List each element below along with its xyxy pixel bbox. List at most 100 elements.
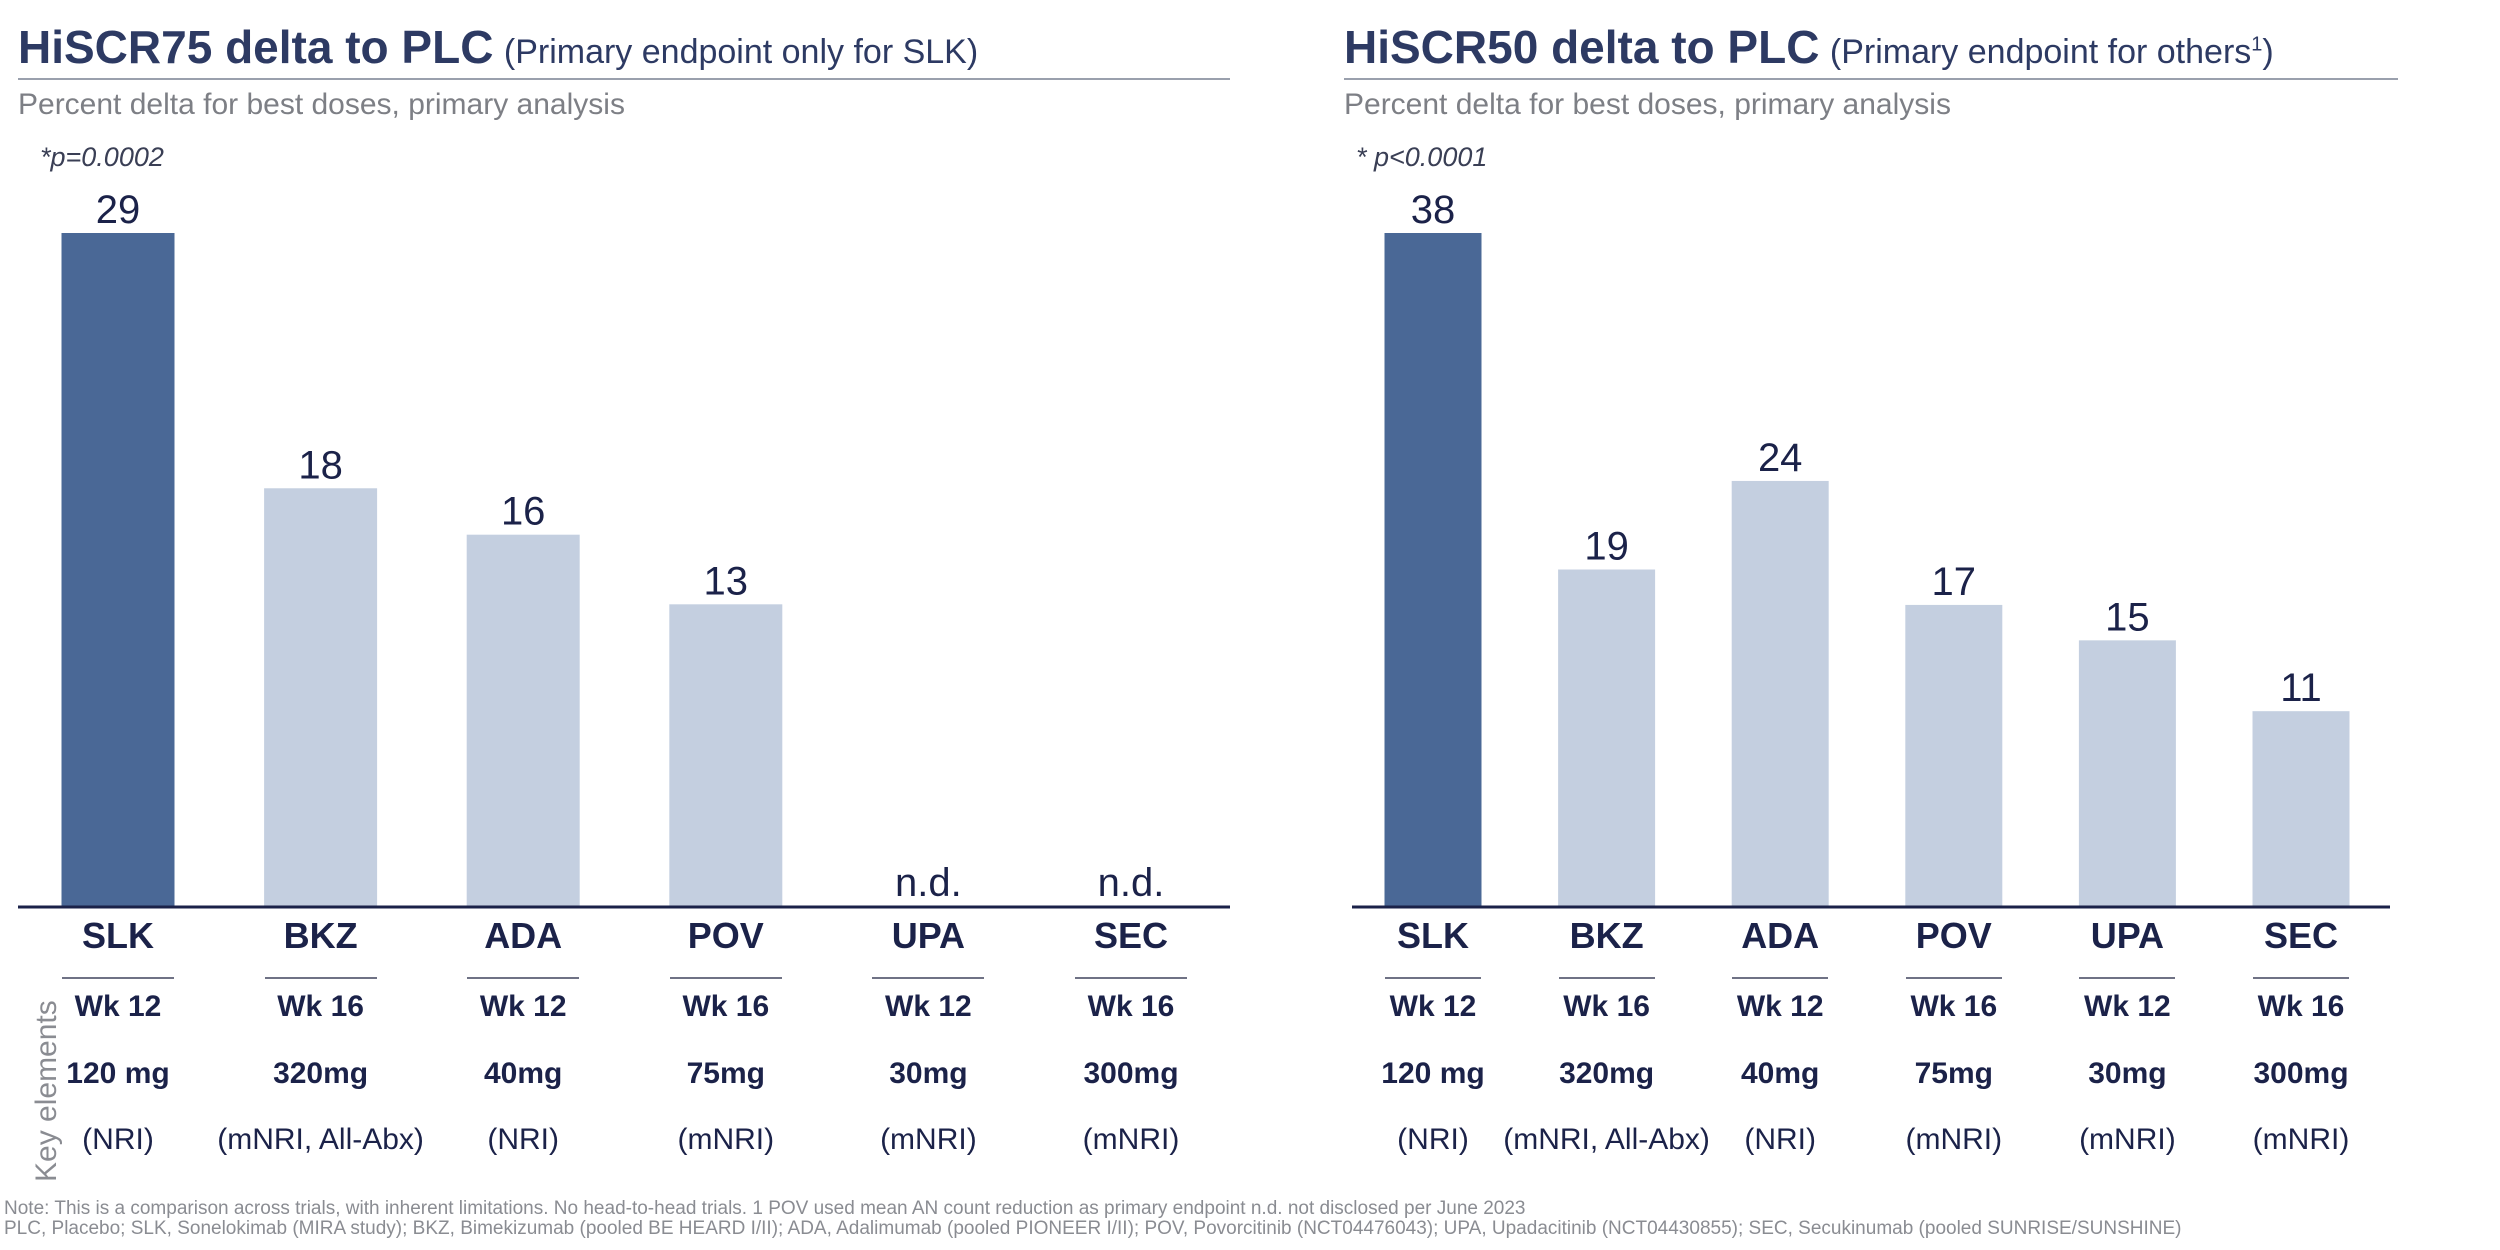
dose-cell: 120 mg: [1381, 1057, 1485, 1090]
chart-title-note: (Primary endpoint for others1): [1830, 33, 2274, 71]
dose-cell: 320mg: [273, 1057, 369, 1090]
method-cell: (mNRI, All-Abx): [1503, 1123, 1710, 1156]
dose-cell: 75mg: [1914, 1057, 1993, 1090]
category-label-pov: POV: [687, 915, 764, 956]
chart-title-main: HiSCR75 delta to PLC: [18, 21, 494, 73]
category-underline: [2253, 977, 2349, 979]
category-label-ada: ADA: [1741, 915, 1820, 956]
week-cell: Wk 16: [1087, 990, 1175, 1023]
chart-title-note: (Primary endpoint only for SLK): [503, 33, 979, 71]
week-cell: Wk 16: [2257, 990, 2345, 1023]
method-cell: (NRI): [82, 1123, 154, 1156]
category-label-sec: SEC: [1093, 915, 1169, 956]
key-elements-label: Key elements: [30, 1000, 63, 1182]
category-label-upa: UPA: [891, 915, 966, 956]
dose-cell: 75mg: [686, 1057, 765, 1090]
dose-cell: 120 mg: [66, 1057, 170, 1090]
category-underline: [264, 977, 377, 979]
data-label-slk: 29: [96, 188, 141, 232]
chart-title-main: HiSCR50 delta to PLC: [1344, 21, 1820, 73]
title-rule: [1344, 78, 2398, 80]
category-label-upa: UPA: [2090, 915, 2165, 956]
week-cell: Wk 12: [2084, 990, 2171, 1023]
week-cell: Wk 16: [1563, 990, 1650, 1023]
bar-bkz: [1558, 569, 1656, 906]
week-cell: Wk 12: [1389, 990, 1477, 1023]
bar-pov: [1905, 604, 2003, 906]
chart-subtitle: Percent delta for best doses, primary an…: [18, 88, 625, 121]
p-value-annotation: * p<0.0001: [1356, 142, 1488, 172]
p-value-annotation: *p=0.0002: [40, 142, 164, 172]
dose-cell: 30mg: [889, 1057, 968, 1090]
category-underline: [1905, 977, 2002, 979]
week-cell: Wk 16: [682, 990, 770, 1023]
method-cell: (NRI): [1744, 1123, 1817, 1156]
bar-slk: [1384, 233, 1482, 906]
category-underline: [1075, 977, 1187, 979]
category-label-sec: SEC: [2263, 915, 2339, 956]
week-cell: Wk 16: [277, 990, 364, 1023]
bar-ada: [466, 534, 580, 906]
bar-bkz: [264, 488, 378, 906]
title-rule: [18, 78, 1230, 80]
hiscr50-bar-chart: 38 19 24 17 15 11: [1352, 188, 2390, 909]
category-label-slk: SLK: [82, 915, 154, 956]
data-label-upa: 15: [2105, 595, 2150, 639]
bar-upa: [2078, 640, 2176, 906]
data-label-bkz: 18: [298, 443, 343, 487]
chart-subtitle: Percent delta for best doses, primary an…: [1344, 88, 1951, 121]
category-label-bkz: BKZ: [283, 915, 358, 956]
data-label-sec: n.d.: [1098, 861, 1165, 905]
bar-ada: [1731, 480, 1829, 906]
footnote-marker: 1: [2251, 33, 2263, 56]
dose-cell: 300mg: [2253, 1057, 2349, 1090]
category-label-ada: ADA: [484, 915, 563, 956]
data-label-upa: n.d.: [895, 861, 962, 905]
bar-sec: [2252, 711, 2350, 906]
data-label-pov: 17: [1932, 560, 1977, 604]
footnote-abbreviations: PLC, Placebo; SLK, Sonelokimab (MIRA stu…: [4, 1218, 2182, 1239]
method-cell: (mNRI): [1905, 1123, 2003, 1156]
category-underline: [2079, 977, 2176, 979]
category-label-slk: SLK: [1397, 915, 1469, 956]
dose-cell: 30mg: [2088, 1057, 2167, 1090]
method-cell: (mNRI): [2079, 1123, 2176, 1156]
method-cell: (NRI): [487, 1123, 560, 1156]
category-underline: [669, 977, 782, 979]
category-label-bkz: BKZ: [1569, 915, 1644, 956]
bar-pov: [669, 604, 783, 906]
dose-cell: 40mg: [484, 1057, 563, 1090]
method-cell: (mNRI): [2252, 1123, 2350, 1156]
chart-title: HiSCR75 delta to PLC (Primary endpoint o…: [18, 20, 978, 74]
week-cell: Wk 12: [74, 990, 162, 1023]
method-cell: (mNRI, All-Abx): [217, 1123, 424, 1156]
footnote-note: Note: This is a comparison across trials…: [4, 1198, 1526, 1219]
data-label-sec: 11: [2280, 666, 2322, 710]
category-underline: [1732, 977, 1829, 979]
chart-title-note-end: ): [2262, 33, 2274, 71]
hiscr75-bar-chart: 29 18 16 13 n.d. n.d.: [18, 188, 1230, 909]
data-label-pov: 13: [704, 559, 749, 603]
category-underline: [1558, 977, 1655, 979]
method-cell: (mNRI): [1082, 1123, 1180, 1156]
hiscr50-panel: HiSCR50 delta to PLC (Primary endpoint f…: [1330, 0, 2500, 1210]
category-label-pov: POV: [1915, 915, 1992, 956]
week-cell: Wk 12: [1736, 990, 1824, 1023]
hiscr75-panel: HiSCR75 delta to PLC (Primary endpoint o…: [0, 0, 1240, 1210]
chart-title-note-text: (Primary endpoint for others: [1829, 33, 2252, 71]
data-label-bkz: 19: [1584, 525, 1629, 569]
method-cell: (NRI): [1397, 1123, 1469, 1156]
category-underline: [1385, 977, 1481, 979]
bar-slk: [61, 233, 175, 906]
data-label-ada: 16: [501, 490, 546, 534]
category-underline: [62, 977, 174, 979]
dose-cell: 320mg: [1559, 1057, 1655, 1090]
chart-title: HiSCR50 delta to PLC (Primary endpoint f…: [1344, 20, 2274, 74]
category-underline: [467, 977, 580, 979]
week-cell: Wk 12: [479, 990, 567, 1023]
week-cell: Wk 16: [1910, 990, 1998, 1023]
dose-cell: 300mg: [1083, 1057, 1179, 1090]
method-cell: (mNRI): [880, 1123, 977, 1156]
data-label-ada: 24: [1758, 436, 1803, 480]
dose-cell: 40mg: [1741, 1057, 1820, 1090]
